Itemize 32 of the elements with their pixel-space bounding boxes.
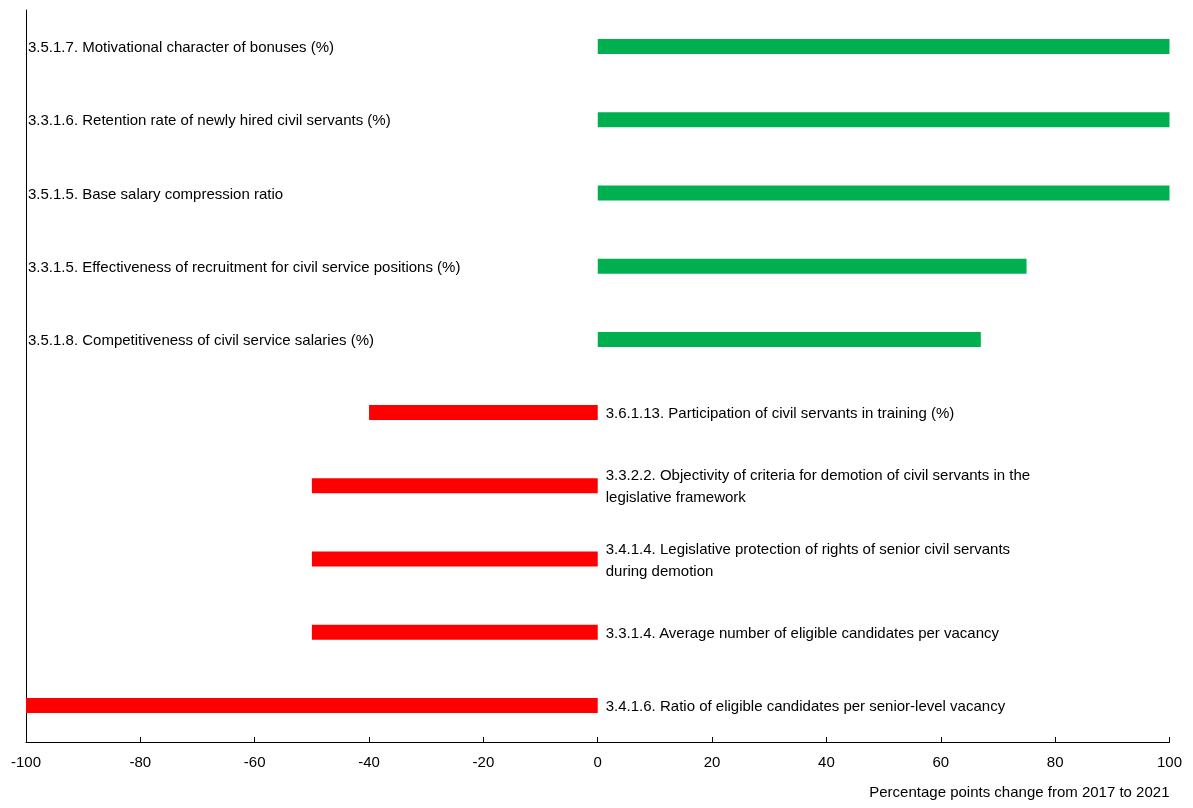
y-tick-label: 3.4.1.4. Legislative protection of rights of senior civil servants during demotion bbox=[605, 539, 1015, 579]
x-tick-label: 60 bbox=[932, 753, 950, 770]
x-tick-label: 20 bbox=[703, 753, 721, 770]
bar bbox=[311, 551, 598, 567]
x-tick-label: -20 bbox=[472, 753, 495, 770]
bar bbox=[369, 405, 598, 421]
bar bbox=[597, 258, 1027, 274]
x-tick-label: 100 bbox=[1156, 753, 1182, 770]
bar bbox=[311, 478, 598, 494]
bar bbox=[597, 331, 981, 347]
bar bbox=[311, 624, 598, 640]
x-tick-label: 0 bbox=[593, 753, 602, 770]
x-tick-label: -100 bbox=[11, 753, 42, 770]
x-tick-label: 40 bbox=[818, 753, 835, 770]
y-tick-label: 3.3.1.4. Average number of eligible candidates per vacancy bbox=[605, 623, 1000, 641]
y-tick-label: 3.6.1.13. Participation of civil servants in training (%) bbox=[605, 404, 955, 422]
y-tick-label: 3.5.1.5. Base salary compression ratio bbox=[28, 184, 284, 202]
x-tick-label: -60 bbox=[243, 753, 266, 770]
x-tick-label: 80 bbox=[1046, 753, 1064, 770]
bar bbox=[597, 39, 1170, 55]
y-tick-label: 3.4.1.6. Ratio of eligible candidates per senior-level vacancy bbox=[605, 696, 1006, 714]
y-tick-label: 3.3.1.6. Retention rate of newly hired civil servants (%) bbox=[28, 111, 391, 129]
bar bbox=[26, 697, 598, 713]
y-tick-label: 3.5.1.8. Competitiveness of civil service salaries (%) bbox=[28, 330, 374, 348]
bar bbox=[597, 185, 1170, 201]
x-tick-label: -80 bbox=[129, 753, 152, 770]
y-tick-label: 3.3.2.2. Objectivity of criteria for demotion of civil servants in the legislative framework bbox=[605, 466, 1035, 506]
y-tick-label: 3.3.1.5. Effectiveness of recruitment for civil service positions (%) bbox=[28, 257, 461, 275]
bar bbox=[597, 112, 1170, 128]
y-tick-label: 3.5.1.7. Motivational character of bonuses (%) bbox=[28, 38, 335, 56]
x-tick-label: -40 bbox=[358, 753, 380, 770]
x-axis-title: Percentage points change from 2017 to 2021 bbox=[869, 783, 1170, 800]
